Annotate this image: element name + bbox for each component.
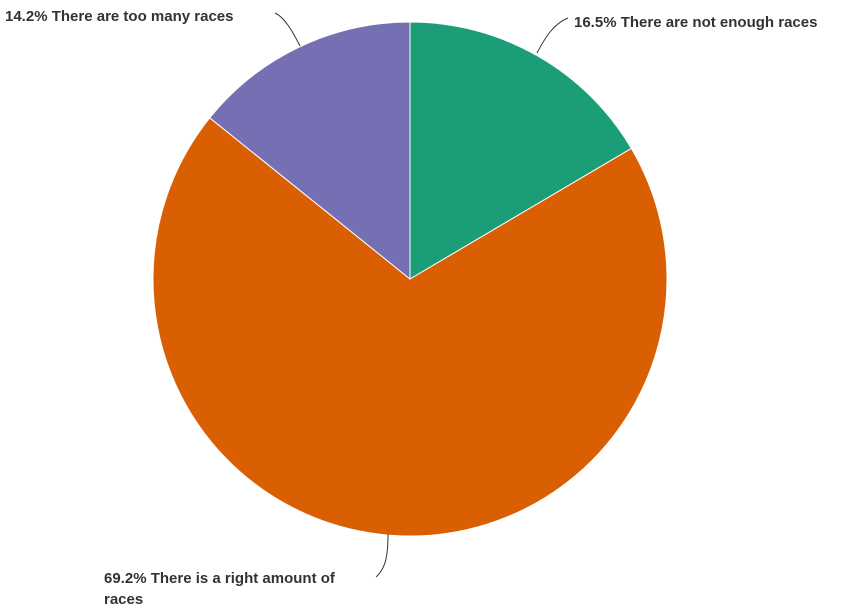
slice-too-many (209, 21, 411, 281)
slice-label-too-many: 14.2% There are too many races (5, 8, 233, 25)
slice-not-enough (409, 21, 633, 280)
slice-label-right-amount: 69.2% There is a right amount of races (104, 570, 339, 608)
slice-right-amount (152, 117, 668, 537)
leader-line-right-amount (375, 533, 389, 578)
slice-label-not-enough: 16.5% There are not enough races (574, 14, 817, 31)
leader-line-too-many (274, 12, 301, 47)
leader-line-not-enough (536, 17, 569, 54)
pie-slices (152, 21, 668, 537)
